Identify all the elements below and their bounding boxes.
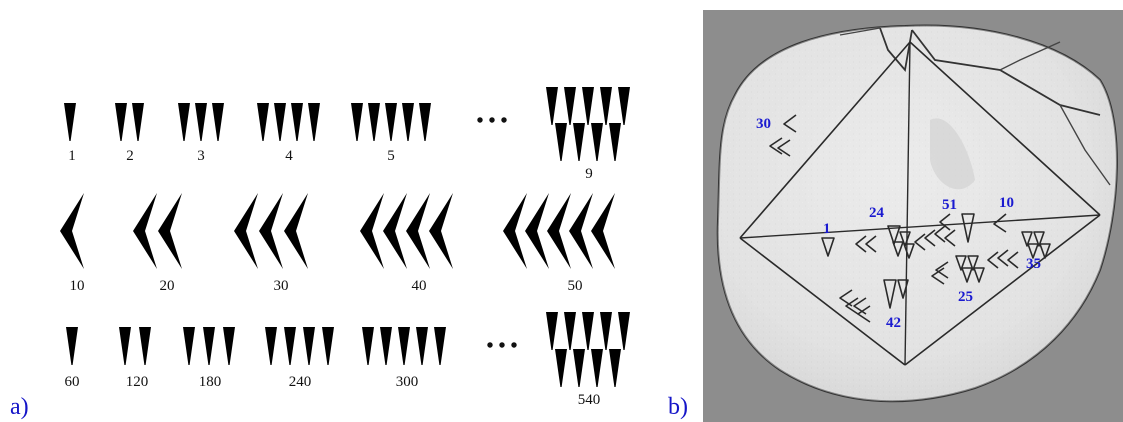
tablet-mark-1	[821, 237, 835, 257]
label-540: 540	[578, 392, 601, 408]
tablet-label-51: 51	[942, 197, 957, 213]
tablet-label-30: 30	[756, 116, 771, 132]
numeral-60	[66, 327, 78, 365]
numeral-1	[64, 103, 76, 141]
numeral-30	[234, 193, 308, 269]
tablet-mark-10	[993, 213, 1007, 233]
numeral-5	[351, 103, 431, 141]
tablet-mark-25	[931, 249, 1019, 285]
label-1: 1	[68, 148, 76, 164]
numeral-540	[546, 312, 630, 387]
tablet-mark-24	[855, 225, 915, 259]
numeral-120	[119, 327, 151, 365]
tablet-label-42: 42	[886, 315, 901, 331]
label-4: 4	[285, 148, 293, 164]
numeral-10	[60, 193, 84, 269]
label-2: 2	[126, 148, 134, 164]
panel-a: 1 2 3 4 5 9 • • •	[10, 87, 630, 420]
numeral-50	[503, 193, 615, 269]
numeral-2	[115, 103, 144, 141]
panel-a-label: a)	[10, 394, 29, 420]
tablet-mark-51	[914, 213, 975, 251]
tablet-label-1: 1	[823, 221, 831, 237]
tablet-label-24: 24	[869, 205, 885, 221]
square-diagram	[739, 41, 1101, 366]
tablet-label-35: 35	[1026, 256, 1041, 272]
tablet-label-10: 10	[999, 195, 1014, 211]
label-300: 300	[396, 374, 419, 390]
crack	[879, 27, 913, 73]
label-120: 120	[126, 374, 149, 390]
numeral-20	[133, 193, 182, 269]
label-240: 240	[289, 374, 312, 390]
ellipsis-row1: • • •	[476, 110, 507, 132]
panel-b: b)	[668, 10, 1123, 422]
tablet-mark-42	[839, 279, 909, 323]
numeral-40	[360, 193, 453, 269]
label-3: 3	[197, 148, 205, 164]
label-10: 10	[70, 278, 85, 294]
panel-b-label: b)	[668, 394, 688, 420]
numeral-300	[362, 327, 446, 365]
numeral-9	[546, 87, 630, 161]
label-180: 180	[199, 374, 222, 390]
ellipsis-row3: • • •	[486, 335, 517, 357]
label-50: 50	[568, 278, 583, 294]
label-20: 20	[160, 278, 175, 294]
tablet-mark-30	[769, 114, 797, 157]
label-5: 5	[387, 148, 395, 164]
numeral-240	[265, 327, 334, 365]
label-9: 9	[585, 166, 593, 182]
tablet-label-25: 25	[958, 289, 973, 305]
numeral-3	[178, 103, 224, 141]
label-40: 40	[412, 278, 427, 294]
numeral-180	[183, 327, 235, 365]
label-30: 30	[274, 278, 289, 294]
clay-tablet: 30 1 24 51 10 35 25 42	[716, 24, 1118, 403]
tablet-mark-35	[1021, 231, 1051, 259]
numeral-4	[257, 103, 320, 141]
label-60: 60	[65, 374, 80, 390]
